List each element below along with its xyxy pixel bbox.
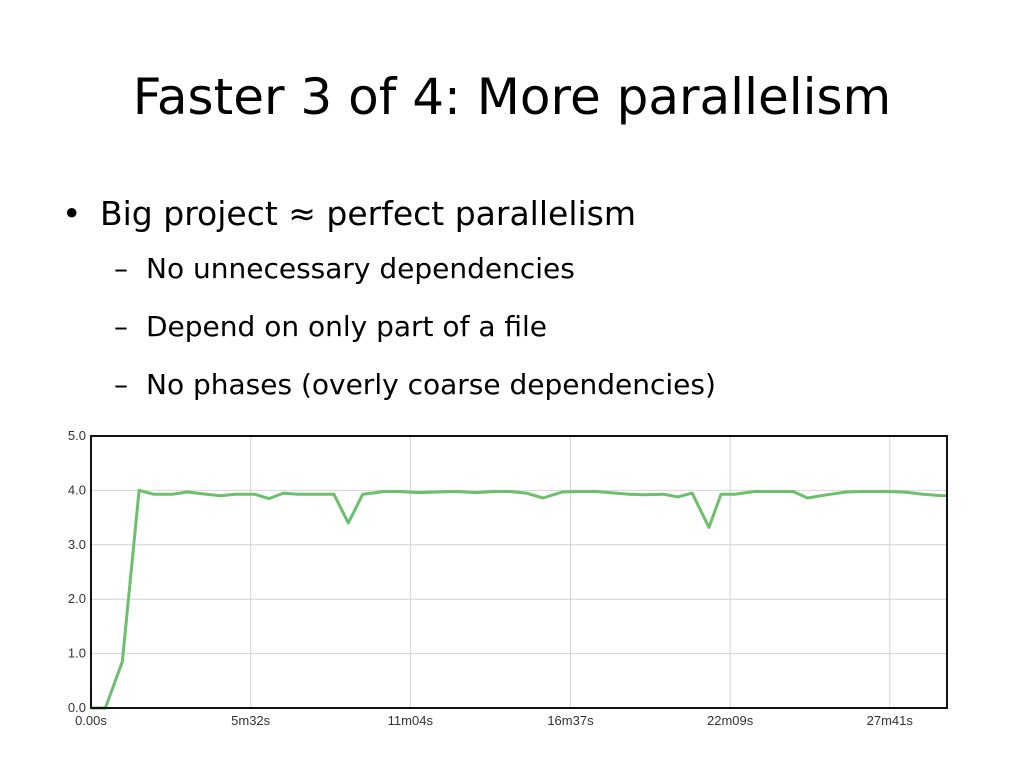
sub-bullet-marker: –: [114, 310, 128, 343]
sub-bullet-marker: –: [114, 252, 128, 285]
sub-bullet-text: No unnecessary dependencies: [146, 252, 575, 285]
y-tick-label: 3.0: [68, 537, 86, 552]
y-axis-ticks: 0.0 1.0 2.0 3.0 4.0 5.0: [68, 428, 86, 715]
plot-frame: [90, 435, 948, 709]
sub-bullet-item: – Depend on only part of a file: [62, 298, 962, 356]
y-tick-label: 5.0: [68, 428, 86, 443]
x-tick-label: 0.00s: [75, 713, 107, 728]
sub-bullet-item: – No phases (overly coarse dependencies): [62, 356, 962, 414]
chart-grid: [90, 435, 947, 709]
bullet-list: • Big project ≈ perfect parallelism – No…: [62, 188, 962, 414]
slide-title: Faster 3 of 4: More parallelism: [132, 68, 892, 126]
x-tick-label: 11m04s: [388, 713, 434, 728]
bullet-text: Big project ≈ perfect parallelism: [100, 194, 636, 233]
y-tick-label: 2.0: [68, 591, 86, 606]
sub-bullet-marker: –: [114, 368, 128, 401]
y-tick-label: 0.0: [68, 700, 86, 715]
x-tick-label: 27m41s: [867, 713, 914, 728]
series-line-parallelism: [91, 488, 947, 710]
parallelism-line-chart: 0.0 1.0 2.0 3.0 4.0 5.0 0.00s 5m32s 11m04s 16m37…: [68, 428, 948, 728]
bullet-marker: •: [62, 194, 82, 233]
x-axis-ticks: 0.00s 5m32s 11m04s 16m37s 22m09s 27m41s: [75, 713, 913, 728]
bullet-item: • Big project ≈ perfect parallelism: [62, 188, 962, 240]
x-tick-label: 5m32s: [231, 713, 271, 728]
sub-bullet-text: Depend on only part of a file: [146, 310, 548, 343]
y-tick-label: 1.0: [68, 646, 86, 661]
x-tick-label: 22m09s: [707, 713, 754, 728]
chart-series-group: [91, 488, 947, 710]
y-tick-label: 4.0: [68, 482, 86, 497]
sub-bullet-item: – No unnecessary dependencies: [62, 240, 962, 298]
x-tick-label: 16m37s: [547, 713, 594, 728]
sub-bullet-text: No phases (overly coarse dependencies): [146, 368, 716, 401]
